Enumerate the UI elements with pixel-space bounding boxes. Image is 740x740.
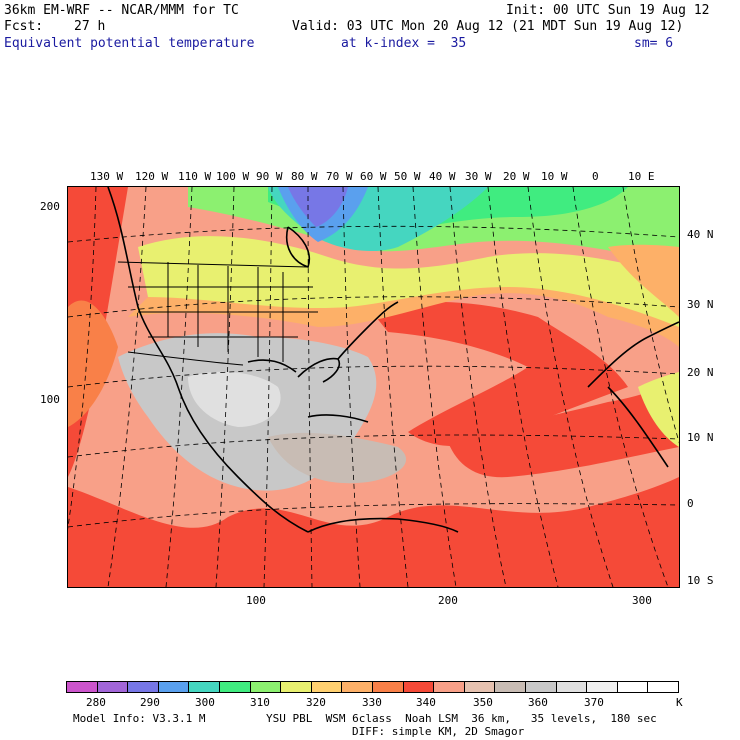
legend-label: 350 [473,696,493,709]
legend-swatch [648,682,678,692]
lon-label: 110 W [178,170,212,183]
grid-x-label: 200 [438,594,458,607]
field-red-atlantic [368,301,628,447]
legend-swatch [128,682,159,692]
legend-swatch [67,682,98,692]
legend-swatch [250,682,282,692]
grid-x-label: 300 [632,594,652,607]
lat-label: 30 N [687,298,714,311]
legend-swatch [311,682,343,692]
lon-label: 120 W [135,170,169,183]
lat-label: 0 [687,497,694,510]
legend-label: 320 [306,696,326,709]
lon-label: 80 W [291,170,318,183]
smoothing: sm= 6 [634,36,674,51]
legend-swatch [403,682,435,692]
diffusion-info: DIFF: simple KM, 2D Smagor [352,725,525,738]
legend-swatch [434,682,465,692]
political-borders [117,261,318,366]
lon-label: 20 W [503,170,530,183]
lat-label: 20 N [687,366,714,379]
model-title: 36km EM-WRF -- NCAR/MMM for TC [4,3,239,18]
valid-time: Valid: 03 UTC Mon 20 Aug 12 (21 MDT Sun … [292,19,684,34]
k-index: at k-index = 35 [341,36,467,51]
legend-swatch [495,682,526,692]
lon-label: 10 W [541,170,568,183]
field-yellow-africa [638,372,679,447]
legend-swatch [587,682,618,692]
legend-swatch [219,682,251,692]
legend-swatch [342,682,373,692]
legend-swatch [281,682,312,692]
lat-label: 10 N [687,431,714,444]
grid-y-label: 200 [40,200,60,213]
lon-label: 50 W [394,170,421,183]
physics-info: YSU PBL WSM 6class Noah LSM 36 km, 35 le… [266,712,657,725]
field-name: Equivalent potential temperature [4,36,255,51]
lon-label: 30 W [465,170,492,183]
field-blue [288,187,348,227]
lon-label: 130 W [90,170,124,183]
legend-swatch [97,682,129,692]
field-yellow [138,236,679,327]
legend-swatch [189,682,220,692]
lon-label: 70 W [326,170,353,183]
legend-swatch [372,682,404,692]
lon-label: 40 W [429,170,456,183]
legend-label: 280 [86,696,106,709]
lat-label: 40 N [687,228,714,241]
lat-label: 10 S [687,574,714,587]
legend-label: 310 [250,696,270,709]
forecast-label: Fcst: [4,19,44,34]
legend-label: 330 [362,696,382,709]
legend-swatch [617,682,649,692]
grid-y-label: 100 [40,393,60,406]
legend-swatch [158,682,190,692]
legend-swatch [464,682,496,692]
init-time: Init: 00 UTC Sun 19 Aug 12 [506,3,710,18]
grid-x-label: 100 [246,594,266,607]
field-orange-belt [128,271,679,347]
field-red-south [68,477,679,587]
legend-label: 370 [584,696,604,709]
legend-label: 290 [140,696,160,709]
legend-unit: K [676,696,683,709]
lon-label: 60 W [360,170,387,183]
lon-label: 100 W [216,170,250,183]
legend-swatch [556,682,588,692]
theta-e-map [67,186,680,588]
lon-label: 0 [592,170,599,183]
lon-label: 10 E [628,170,655,183]
model-info: Model Info: V3.3.1 M [73,712,206,725]
legend-label: 300 [195,696,215,709]
legend-label: 340 [416,696,436,709]
legend-label: 360 [528,696,548,709]
color-legend [66,681,679,693]
lon-label: 90 W [256,170,283,183]
forecast-hour: 27 h [74,19,106,34]
legend-swatch [525,682,557,692]
